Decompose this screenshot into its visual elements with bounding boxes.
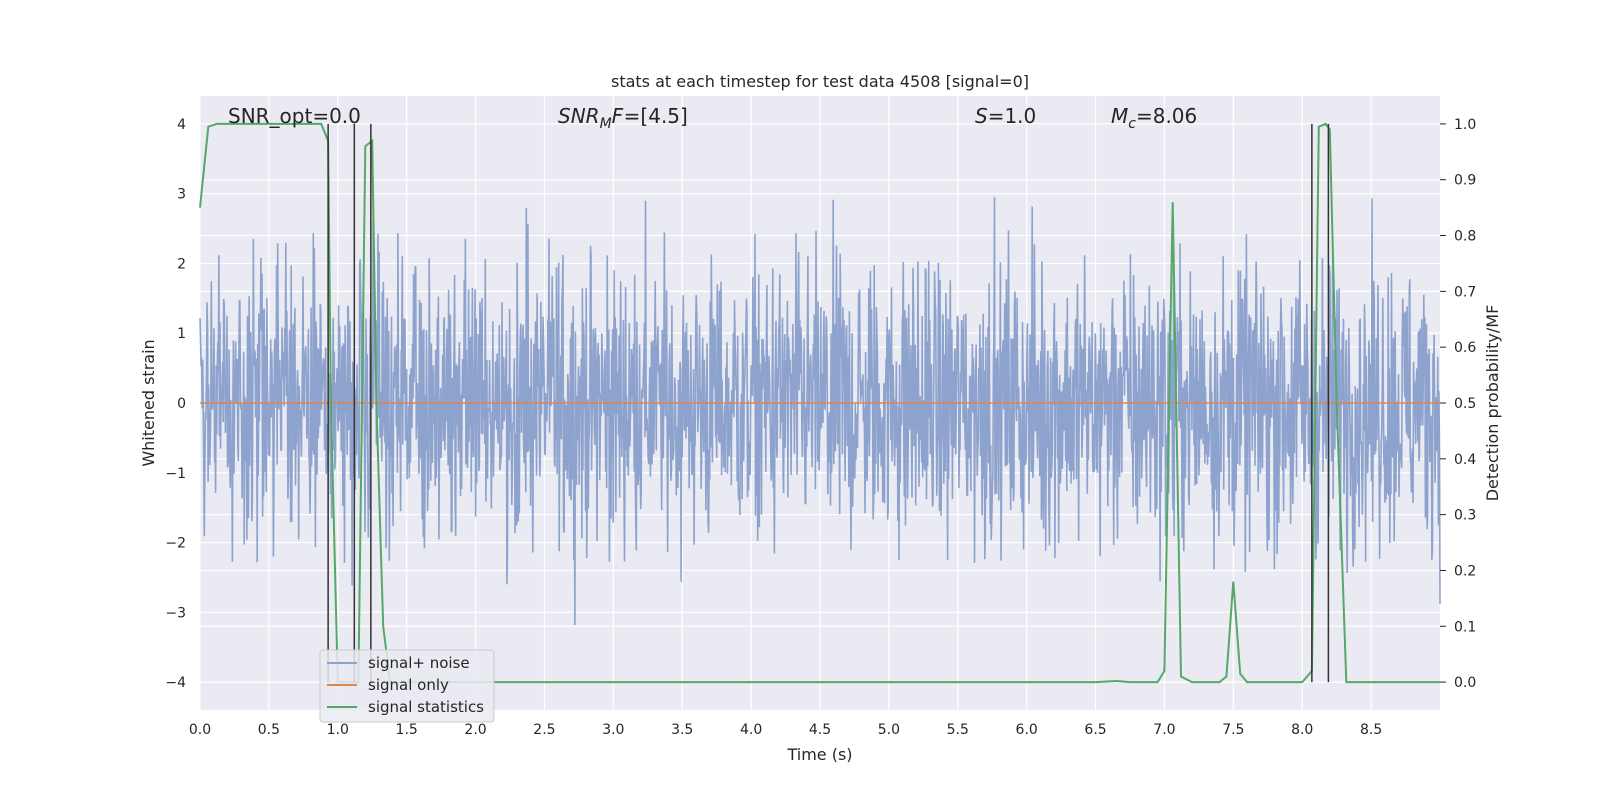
x-tick-label: 2.5: [533, 722, 555, 738]
annotation-snr-mf-value: =[4.5]: [624, 104, 688, 128]
x-tick-label: 0.0: [189, 722, 211, 738]
x-axis-ticks: 0.0 0.5 1.0 1.5 2.0 2.5 3.0 3.5 4.0 4.5 5.0 5.5 6.0 6…: [189, 722, 1382, 738]
x-tick-label: 0.5: [258, 722, 280, 738]
y-right-tick-label: 0.0: [1454, 675, 1476, 691]
x-tick-label: 6.5: [1084, 722, 1106, 738]
y-right-axis-label: Detection probability/MF: [1483, 305, 1502, 502]
y-left-tick-label: −1: [165, 466, 186, 482]
annotation-s-value: =1.0: [988, 104, 1037, 128]
x-tick-label: 4.5: [809, 722, 831, 738]
noise-line: [199, 197, 1441, 626]
y-left-tick-label: 0: [177, 396, 186, 412]
y-left-axis-label: Whitened strain: [139, 339, 158, 466]
legend: signal+ noise signal only signal statist…: [319, 649, 495, 723]
y-left-tick-label: 3: [177, 187, 186, 203]
y-left-tick-label: −4: [165, 675, 186, 691]
y-left-tick-label: −2: [165, 536, 186, 552]
y-right-tick-label: 0.6: [1454, 340, 1476, 356]
annotation-snr-mf-main: SNR: [558, 104, 600, 128]
y-left-tick-label: 1: [177, 326, 186, 342]
x-tick-label: 7.5: [1222, 722, 1244, 738]
y-right-tick-label: 0.8: [1454, 229, 1476, 245]
x-tick-label: 1.0: [327, 722, 349, 738]
x-tick-label: 2.0: [464, 722, 486, 738]
x-tick-label: 1.5: [396, 722, 418, 738]
x-tick-label: 3.0: [602, 722, 624, 738]
chart-title: stats at each timestep for test data 450…: [611, 72, 1029, 91]
x-tick-label: 4.0: [740, 722, 762, 738]
y-left-tick-label: 4: [177, 117, 186, 133]
annotation-s: S=1.0: [975, 104, 1036, 128]
y-right-tick-label: 1.0: [1454, 117, 1476, 133]
x-tick-label: 5.0: [878, 722, 900, 738]
annotation-snr-mf-sub: M: [600, 116, 612, 132]
x-tick-label: 7.0: [1153, 722, 1175, 738]
noise-series: [199, 197, 1441, 626]
y-right-tick-label: 0.3: [1454, 508, 1476, 524]
x-axis-label: Time (s): [786, 745, 852, 764]
annotation-mc-label: M: [1111, 104, 1128, 128]
legend-label-signal-only: signal only: [368, 676, 449, 694]
y-left-tick-label: −3: [165, 605, 186, 621]
y-right-tick-label: 0.9: [1454, 173, 1476, 189]
x-tick-label: 6.0: [1016, 722, 1038, 738]
y-right-tick-label: 0.2: [1454, 563, 1476, 579]
vertical-markers: [327, 123, 1330, 683]
annotation-snr-mf-f: F: [612, 104, 624, 128]
y-right-tick-label: 0.1: [1454, 619, 1476, 635]
x-tick-label: 8.5: [1360, 722, 1382, 738]
annotation-snr-opt: SNR_opt=0.0: [228, 104, 361, 128]
annotation-mc-value: =8.06: [1136, 104, 1197, 128]
y-left-tick-label: 2: [177, 256, 186, 272]
x-tick-label: 8.0: [1291, 722, 1313, 738]
y-right-tick-label: 0.7: [1454, 284, 1476, 300]
y-right-tick-label: 0.5: [1454, 396, 1476, 412]
annotation-snr-mf: SNRMF: [558, 104, 624, 132]
annotation-mc-sub: c: [1128, 116, 1136, 132]
y-left-axis-ticks: 4 3 2 1 0 −1 −2 −3 −4: [165, 117, 186, 691]
annotation-mc: Mc=8.06: [1111, 104, 1197, 132]
y-right-tick-label: 0.4: [1454, 452, 1476, 468]
x-tick-label: 3.5: [671, 722, 693, 738]
x-tick-label: 5.5: [947, 722, 969, 738]
legend-label-noise: signal+ noise: [368, 654, 470, 672]
legend-label-statistics: signal statistics: [368, 698, 484, 716]
y-right-axis-ticks: 1.0 0.9 0.8 0.7 0.6 0.5 0.4 0.3 0.2 0.1 0.0: [1440, 117, 1476, 691]
annotation-s-label: S: [975, 104, 988, 128]
legend-box: [319, 649, 495, 723]
